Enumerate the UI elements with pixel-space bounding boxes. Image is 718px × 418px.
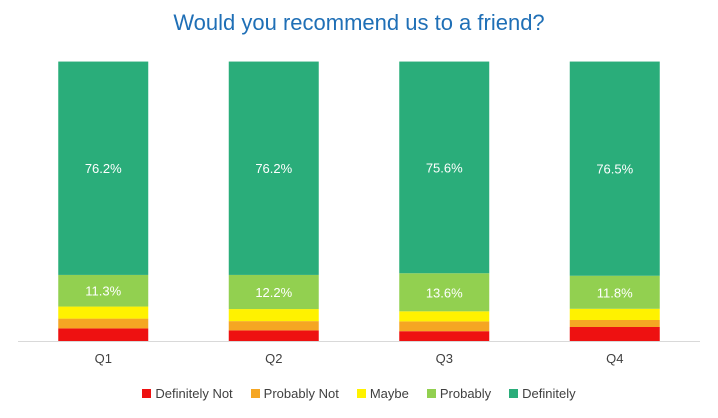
bar-segment-definitely-not — [399, 331, 490, 341]
legend-swatch — [356, 389, 366, 398]
bar-segment-definitely — [569, 61, 660, 276]
bar-segment-probably — [58, 274, 149, 307]
bar-segment-definitely — [228, 61, 319, 275]
chart-title: Would you recommend us to a friend? — [173, 10, 545, 35]
bar-segment-definitely-not — [58, 328, 149, 341]
bar-segment-maybe — [228, 309, 319, 322]
bar-segment-probably-not — [58, 318, 149, 329]
legend-item-maybe: Maybe — [356, 386, 409, 401]
legend-item-probably-not: Probably Not — [250, 386, 339, 401]
legend-swatch — [142, 389, 152, 398]
legend-item-probably: Probably — [426, 386, 492, 401]
chart-legend: Definitely Not Probably Not Maybe Probab… — [0, 386, 718, 401]
bar-segment-definitely-not — [228, 330, 319, 341]
bar-segment-definitely — [399, 61, 490, 274]
data-label: 76.5% — [596, 162, 633, 177]
x-tick-label: Q1 — [95, 351, 112, 366]
data-label: 13.6% — [426, 285, 463, 300]
data-label: 11.3% — [85, 284, 121, 299]
legend-item-definitely-not: Definitely Not — [142, 386, 233, 401]
legend-swatch — [426, 389, 436, 398]
data-label: 76.2% — [85, 161, 122, 176]
bar-segment-definitely — [58, 61, 149, 275]
bar-segment-probably — [399, 273, 490, 312]
legend-label: Definitely — [522, 386, 576, 401]
data-label: 11.8% — [597, 285, 633, 300]
bar-segment-probably-not — [569, 320, 660, 327]
legend-swatch — [250, 389, 260, 398]
bar-segment-probably-not — [228, 321, 319, 331]
bar-segment-probably-not — [399, 321, 490, 332]
data-label: 75.6% — [426, 160, 463, 175]
x-tick-label: Q3 — [436, 351, 453, 366]
bar-segment-definitely-not — [569, 327, 660, 341]
legend-label: Probably — [439, 386, 492, 401]
legend-label: Probably Not — [263, 386, 339, 401]
legend-item-definitely: Definitely — [509, 386, 576, 401]
bar-segment-maybe — [569, 308, 660, 320]
bar-segment-maybe — [399, 311, 490, 322]
data-label: 12.2% — [255, 285, 292, 300]
legend-label: Maybe — [369, 386, 409, 401]
x-tick-label: Q2 — [265, 351, 282, 366]
x-tick-label: Q4 — [606, 351, 623, 366]
data-label: 76.2% — [255, 161, 292, 176]
bar-segment-probably — [569, 275, 660, 309]
legend-label: Definitely Not — [155, 386, 233, 401]
bar-segment-probably — [228, 274, 319, 310]
bar-segment-maybe — [58, 306, 149, 319]
legend-swatch — [509, 389, 519, 398]
